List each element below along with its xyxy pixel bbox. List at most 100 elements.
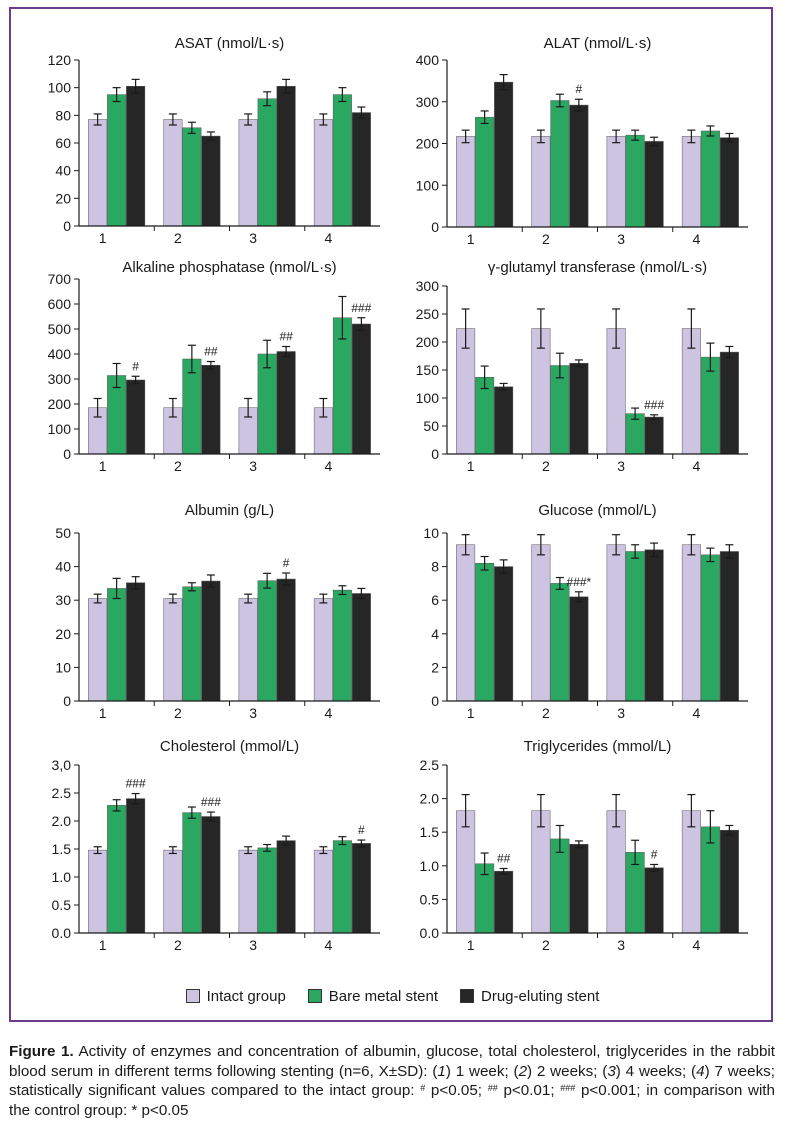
bar: [625, 134, 645, 228]
y-tick-label: 600: [48, 296, 72, 312]
bar: [719, 551, 739, 702]
caption-text-8: p<0.001; in comparison with the control …: [9, 1082, 775, 1119]
x-tick-label: 2: [174, 937, 182, 953]
significance-annotation: ###: [126, 777, 146, 791]
caption-text-3: ) 2 weeks; (: [527, 1062, 608, 1080]
chart-title: ALAT (nmol/L·s): [544, 35, 652, 52]
y-tick-label: 50: [55, 525, 71, 541]
x-tick-label: 3: [617, 937, 625, 953]
bar: [201, 816, 221, 934]
bar: [569, 363, 589, 455]
legend-item-bare: Bare metal stent: [307, 988, 438, 1005]
bar: [569, 596, 589, 702]
legend-swatch-drug: [460, 989, 475, 1003]
bar: [238, 598, 258, 702]
bar: [257, 847, 277, 934]
bar: [182, 127, 202, 227]
significance-annotation: ###: [351, 301, 371, 315]
caption-sup-1: #: [420, 1083, 426, 1093]
y-tick-label: 0: [63, 693, 71, 709]
bar: [107, 94, 127, 227]
x-tick-label: 1: [467, 458, 475, 474]
y-tick-label: 3,0: [52, 757, 72, 773]
y-tick-label: 400: [416, 52, 440, 68]
y-tick-label: 150: [416, 362, 440, 378]
bar: [494, 81, 514, 228]
x-tick-label: 1: [467, 705, 475, 721]
y-tick-label: 200: [416, 136, 440, 152]
chart-title: Cholesterol (mmol/L): [160, 738, 299, 755]
y-tick-label: 100: [416, 177, 440, 193]
bar: [238, 119, 258, 227]
bar: [107, 588, 127, 702]
x-tick-label: 3: [617, 458, 625, 474]
bar: [276, 86, 296, 227]
y-tick-label: 100: [48, 80, 72, 96]
bar: [201, 365, 221, 455]
bar: [550, 838, 570, 934]
caption-text-7: p<0.01;: [497, 1082, 561, 1099]
significance-annotation: ##: [279, 330, 293, 344]
chart-title: Glucose (mmol/L): [538, 502, 656, 519]
y-tick-label: 8: [431, 559, 439, 575]
y-tick-label: 2: [431, 659, 439, 675]
significance-annotation: #: [358, 823, 365, 837]
x-tick-label: 1: [99, 937, 107, 953]
bar: [606, 136, 626, 228]
chart-title: γ-glutamyl transferase (nmol/L·s): [488, 259, 707, 276]
bar: [351, 593, 371, 702]
bar: [644, 549, 664, 702]
caption-sup-3: ###: [560, 1083, 576, 1093]
y-tick-label: 2.0: [420, 791, 440, 807]
bar: [351, 323, 371, 455]
chart-title: Alkaline phosphatase (nmol/L·s): [122, 259, 336, 276]
bar: [126, 379, 146, 455]
figure-caption: Figure 1. Activity of enzymes and concen…: [9, 1042, 775, 1120]
caption-text-4: ) 4 weeks; (: [615, 1062, 697, 1080]
x-tick-label: 4: [692, 458, 700, 474]
caption-text-5: ) 7 weeks; statistically significant val…: [9, 1062, 775, 1100]
y-tick-label: 300: [416, 94, 440, 110]
y-tick-label: 20: [55, 626, 71, 642]
caption-term-3: 3: [607, 1062, 616, 1080]
bar: [126, 86, 146, 227]
x-tick-label: 3: [249, 937, 257, 953]
x-tick-label: 3: [249, 230, 257, 246]
y-tick-label: 200: [48, 396, 72, 412]
bar: [494, 566, 514, 702]
x-tick-label: 3: [249, 458, 257, 474]
bar: [494, 870, 514, 934]
y-tick-label: 80: [55, 107, 71, 123]
x-tick-label: 2: [542, 937, 550, 953]
legend-item-drug: Drug-eluting stent: [460, 988, 599, 1005]
y-tick-label: 200: [416, 334, 440, 350]
y-tick-label: 1.5: [420, 824, 440, 840]
caption-label: Figure 1.: [9, 1043, 74, 1060]
bar: [700, 554, 720, 702]
x-tick-label: 3: [249, 705, 257, 721]
y-tick-label: 0: [431, 693, 439, 709]
bar: [313, 598, 333, 702]
bar: [313, 119, 333, 227]
x-tick-label: 4: [324, 458, 332, 474]
y-tick-label: 2.5: [52, 785, 72, 801]
bar: [644, 416, 664, 455]
y-tick-label: 0.5: [420, 891, 440, 907]
y-tick-label: 6: [431, 592, 439, 608]
y-tick-label: 40: [55, 163, 71, 179]
y-tick-label: 700: [48, 271, 72, 287]
y-tick-label: 2.0: [52, 813, 72, 829]
bar: [201, 135, 221, 227]
bar: [107, 805, 127, 934]
bar: [456, 136, 476, 228]
legend-label-intact: Intact group: [206, 987, 286, 1005]
y-tick-label: 40: [55, 559, 71, 575]
bar: [332, 589, 352, 702]
legend-label-drug: Drug-eluting stent: [481, 987, 600, 1005]
y-tick-label: 1.5: [52, 841, 72, 857]
y-tick-label: 20: [55, 190, 71, 206]
x-tick-label: 1: [467, 231, 475, 247]
bar: [475, 116, 495, 228]
bar: [332, 94, 352, 227]
